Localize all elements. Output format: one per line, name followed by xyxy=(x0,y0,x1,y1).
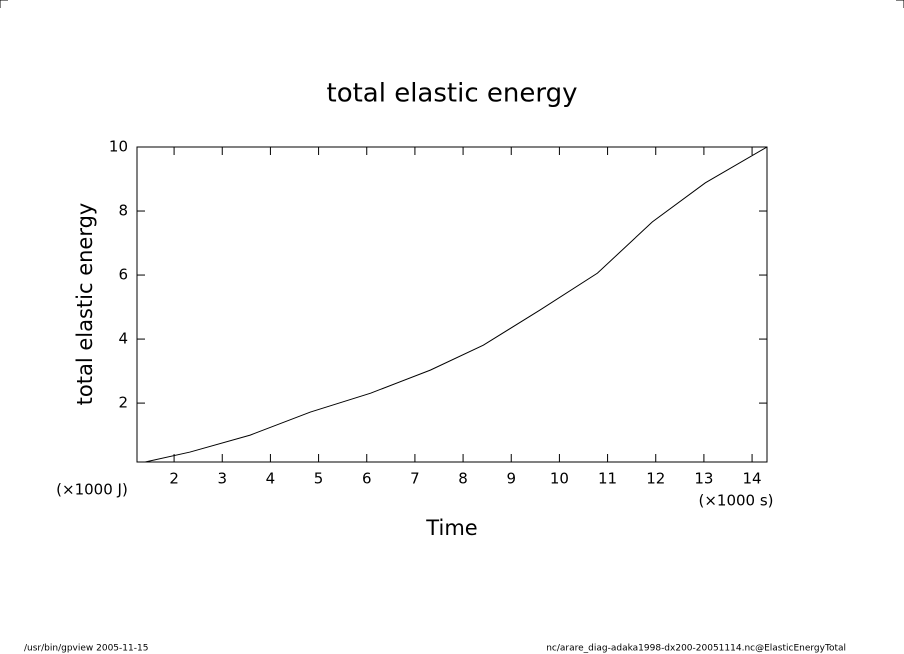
y-tick-label: 2 xyxy=(118,394,128,412)
x-tick-label: 14 xyxy=(743,470,762,488)
y-tick-label: 10 xyxy=(109,138,128,156)
plot-frame xyxy=(136,146,768,463)
x-unit: (×1000 s) xyxy=(698,492,773,510)
chart-title: total elastic energy xyxy=(327,79,578,109)
y-tick-label: 8 xyxy=(118,202,128,220)
x-tick-label: 5 xyxy=(314,470,324,488)
x-tick-label: 7 xyxy=(410,470,420,488)
corner-marks xyxy=(0,0,904,8)
y-axis-label: total elastic energy xyxy=(73,203,97,406)
footer-right: nc/arare_diag-adaka1998-dx200-20051114.n… xyxy=(546,644,846,654)
y-tick-label: 6 xyxy=(118,266,128,284)
x-tick-label: 4 xyxy=(266,470,276,488)
y-unit: (×1000 J) xyxy=(56,481,128,499)
x-tick-label: 13 xyxy=(694,470,713,488)
x-tick-label: 11 xyxy=(598,470,617,488)
x-tick-label: 3 xyxy=(217,470,227,488)
x-tick-label: 8 xyxy=(458,470,468,488)
x-tick-label: 12 xyxy=(646,470,665,488)
x-tick-label: 10 xyxy=(550,470,569,488)
footer-left: /usr/bin/gpview 2005-11-15 xyxy=(24,644,148,654)
x-axis-label: Time xyxy=(425,516,477,540)
y-tick-label: 4 xyxy=(118,330,128,348)
x-tick-label: 2 xyxy=(169,470,179,488)
data-line xyxy=(145,146,768,463)
x-tick-label: 6 xyxy=(362,470,372,488)
x-tick-label: 9 xyxy=(506,470,516,488)
